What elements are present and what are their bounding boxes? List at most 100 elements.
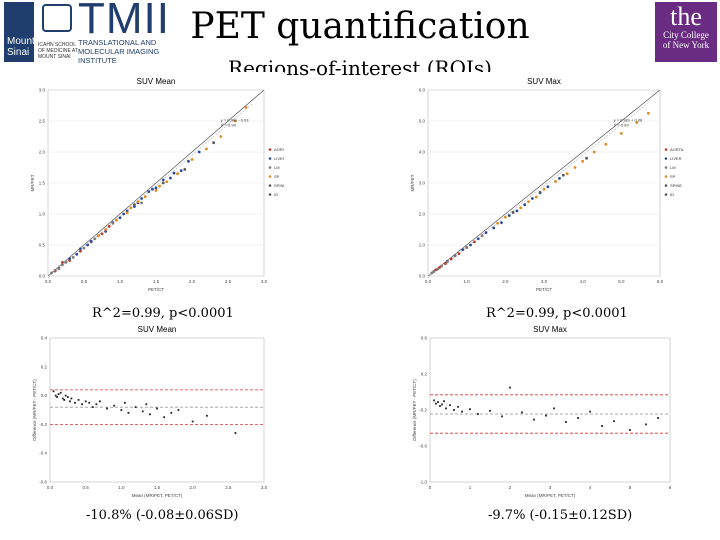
chart-title: SUV Mean (137, 77, 176, 86)
data-point-liver (523, 203, 527, 207)
data-point-liver (154, 186, 158, 190)
chart-suv-max-bland-altman: SUV Max 0 1 2 3 4 5 6 -1.0 -0.6 -0.2 0.2 0.6 Mean (MR… (402, 326, 680, 504)
data-point-sp (219, 135, 223, 138)
x-tick-label: 1.0 (117, 279, 124, 284)
data-point-liver (500, 221, 503, 225)
data-point (577, 417, 579, 419)
data-point (489, 409, 491, 412)
y-axis-label: Difference (MR/PET - PET/CT) (412, 379, 417, 441)
mount-sinai-logo-text: Mount Sinai (7, 36, 35, 58)
chart-title: SUV Max (533, 326, 567, 334)
x-tick-label: 1.0 (464, 279, 471, 284)
data-point-sp (554, 180, 557, 183)
data-point-aorta (444, 262, 447, 265)
legend-marker (268, 184, 272, 187)
ccny-logo: the City College of New York (655, 2, 717, 62)
data-point-sp (604, 142, 608, 146)
data-point (629, 429, 631, 431)
legend-label: ID (670, 192, 674, 197)
data-point-liver (546, 185, 550, 189)
sinai-emblem-icon (42, 4, 72, 32)
data-point-aorta (473, 240, 476, 244)
data-point-spine (212, 141, 216, 145)
data-point (445, 407, 447, 410)
ccny-logo-the: the (670, 2, 702, 31)
data-point-aorta (107, 225, 111, 228)
data-point-lm (50, 271, 53, 275)
x-tick-label: 3.0 (261, 485, 268, 490)
legend-label: SPINE (670, 183, 682, 188)
x-tick-label: 3 (549, 485, 552, 490)
data-point (443, 400, 445, 403)
data-point-spine (538, 190, 542, 194)
data-point-sp (635, 121, 639, 124)
caption-ba-mean: -10.8% (-0.08±0.06SD) (86, 508, 239, 523)
legend-label: LIVER (274, 156, 284, 161)
data-point-lm (453, 254, 457, 258)
y-tick-label: 5.0 (419, 119, 426, 124)
x-tick-label: 1.0 (118, 485, 125, 490)
data-point-liver (469, 243, 472, 247)
legend-label: LM (274, 165, 280, 170)
data-point (113, 404, 116, 407)
y-tick-label: -0.2 (419, 408, 427, 413)
tmii-logo: TMII TRANSLATIONAL AND MOLECULAR IMAGING… (78, 0, 193, 65)
data-point-lm (445, 260, 449, 264)
ccny-logo-name: City College of New York (662, 30, 710, 50)
x-tick-label: 1.5 (153, 279, 160, 284)
data-point (77, 399, 80, 401)
y-tick-label: 2.5 (39, 119, 46, 124)
caption-r2-max: R^2=0.99, p<0.0001 (486, 306, 628, 321)
x-tick-label: 3.0 (261, 279, 268, 284)
data-point (435, 402, 437, 405)
data-point (170, 411, 173, 414)
data-point-spine (161, 181, 165, 185)
data-point-lm (430, 271, 434, 275)
data-point-sp (205, 147, 208, 151)
fit-line (427, 102, 649, 279)
data-point-lm (111, 221, 115, 225)
plot-frame (429, 337, 671, 483)
y-tick-label: -0.4 (39, 451, 47, 456)
x-tick-label: 2.0 (190, 485, 197, 490)
y-tick-label: 6.0 (419, 88, 426, 93)
x-tick-label: 2.5 (225, 485, 232, 490)
data-point-aorta (457, 252, 461, 256)
data-point-lm (71, 256, 75, 259)
data-point-lm (64, 260, 68, 264)
legend-marker (268, 193, 272, 196)
x-tick-label: 2.5 (225, 279, 232, 284)
x-axis-label: PET/CT (536, 287, 552, 292)
legend-marker (268, 157, 272, 160)
data-point-liver (179, 169, 183, 172)
data-point (106, 407, 108, 410)
data-point-spine (585, 156, 588, 160)
data-point-liver (531, 197, 534, 200)
legend-marker (664, 184, 668, 187)
data-point (545, 414, 547, 417)
data-point (63, 399, 66, 401)
data-point-liver (484, 231, 488, 235)
data-point-sp (581, 159, 585, 163)
x-tick-label: 0.0 (47, 485, 54, 490)
data-point-sp (129, 206, 133, 210)
data-point (134, 406, 137, 409)
data-point-aorta (79, 249, 82, 253)
data-point-sp (619, 132, 623, 135)
data-point-aorta (100, 232, 104, 236)
x-axis-label: Mean (MR/PET, PET/CT) (132, 493, 183, 498)
data-point-liver (151, 187, 154, 191)
data-point (88, 401, 91, 404)
y-axis-label: MR/PET (410, 174, 415, 191)
x-tick-label: 4.0 (580, 279, 587, 284)
tmii-logo-title: TMII (78, 0, 170, 43)
y-axis-label: Difference (MR/PET - PET/CT) (32, 379, 37, 441)
y-axis-label: MR/PET (30, 174, 35, 191)
chart-suv-max-scatter: SUV Max 0.0 1.0 2.0 3.0 4.0 5.0 6.0 0.0 1.0 2.0 3.0… (402, 72, 698, 304)
regression-annotation: y = 0.92x + 0.08 (614, 118, 643, 123)
data-point (601, 425, 603, 427)
data-point (206, 414, 208, 417)
data-point-sp (125, 211, 129, 215)
data-point-sp (496, 221, 499, 225)
data-point-liver (172, 171, 176, 175)
